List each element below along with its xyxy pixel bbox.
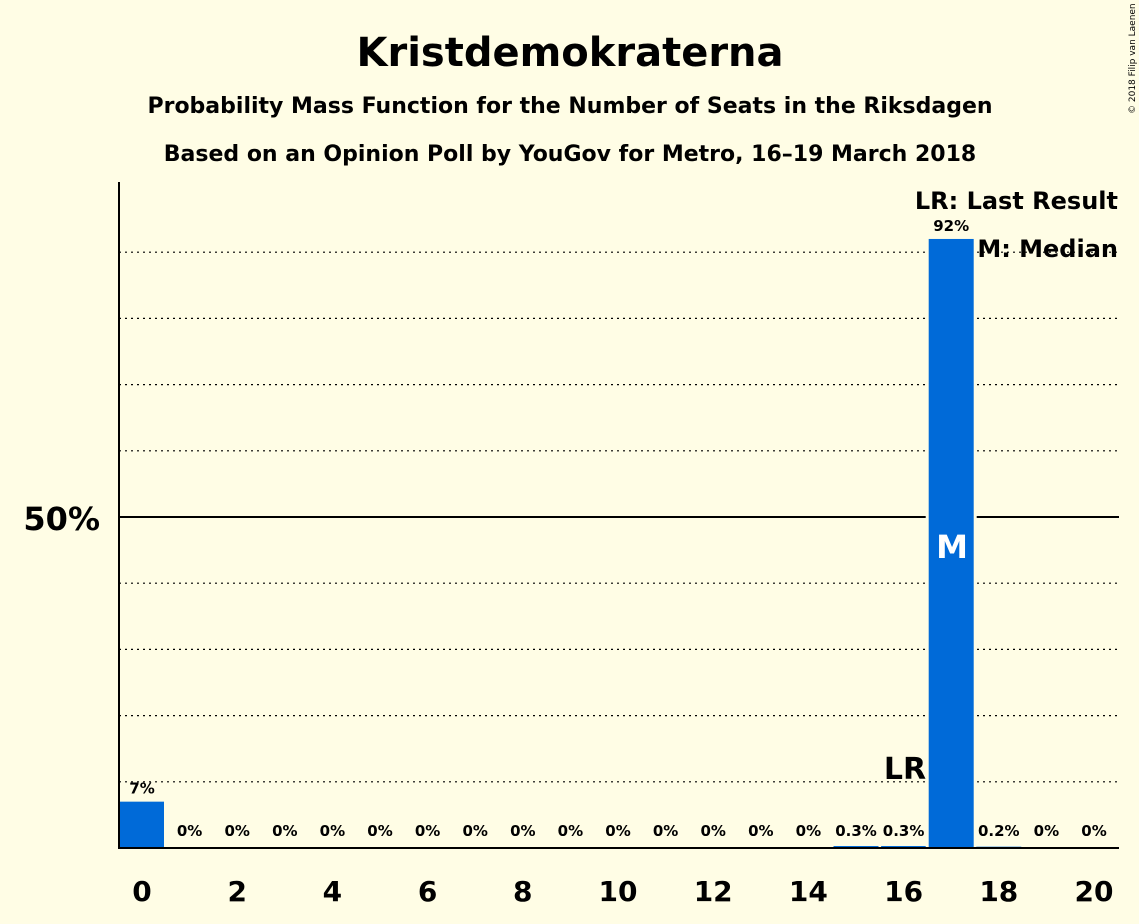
x-tick-14: 14	[789, 875, 828, 908]
x-tick-labels: 0 2 4 6 8 10 12 14 16 18 20	[132, 875, 1113, 908]
bar-label-seat-20: 0%	[1081, 822, 1106, 840]
bar-seat-17	[928, 238, 974, 848]
legend-last-result: LR: Last Result	[915, 187, 1118, 215]
bar-label-seat-12: 0%	[700, 822, 725, 840]
bar-label-seat-16: 0.3%	[883, 822, 925, 840]
bar-label-seat-17: 92%	[933, 217, 969, 235]
x-tick-2: 2	[227, 875, 246, 908]
median-marker: M	[936, 528, 968, 566]
bar-label-seat-5: 0%	[367, 822, 392, 840]
chart-subtitle-2: Based on an Opinion Poll by YouGov for M…	[164, 142, 976, 167]
bar-label-seat-9: 0%	[558, 822, 583, 840]
x-tick-20: 20	[1075, 875, 1114, 908]
legend-median: M: Median	[977, 235, 1118, 263]
bar-label-seat-0: 7%	[129, 780, 154, 798]
chart-title: Kristdemokraterna	[356, 30, 783, 76]
y-tick-50: 50%	[23, 500, 100, 538]
x-tick-12: 12	[694, 875, 733, 908]
x-tick-6: 6	[418, 875, 437, 908]
bar-value-labels: 7% 0% 0% 0% 0% 0% 0% 0% 0% 0% 0% 0% 0% 0% 0% 0.3% 0.3% 92…	[129, 217, 1106, 840]
x-tick-8: 8	[513, 875, 532, 908]
copyright-text: © 2018 Filip van Laenen	[1128, 3, 1138, 114]
x-tick-10: 10	[599, 875, 638, 908]
x-tick-0: 0	[132, 875, 151, 908]
bar-label-seat-8: 0%	[510, 822, 535, 840]
bar-label-seat-10: 0%	[605, 822, 630, 840]
bar-label-seat-7: 0%	[462, 822, 487, 840]
bar-label-seat-14: 0%	[796, 822, 821, 840]
bar-seat-0	[119, 801, 164, 848]
bar-label-seat-11: 0%	[653, 822, 678, 840]
bar-label-seat-1: 0%	[177, 822, 202, 840]
x-tick-18: 18	[979, 875, 1018, 908]
bar-label-seat-2: 0%	[224, 822, 249, 840]
x-tick-4: 4	[323, 875, 342, 908]
bar-label-seat-4: 0%	[320, 822, 345, 840]
x-tick-16: 16	[884, 875, 923, 908]
bar-label-seat-15: 0.3%	[835, 822, 877, 840]
bar-label-seat-3: 0%	[272, 822, 297, 840]
last-result-marker: LR	[884, 752, 926, 787]
bar-label-seat-13: 0%	[748, 822, 773, 840]
bars	[119, 238, 1022, 848]
bar-label-seat-19: 0%	[1034, 822, 1059, 840]
bar-label-seat-6: 0%	[415, 822, 440, 840]
bar-label-seat-18: 0.2%	[978, 822, 1020, 840]
chart-subtitle-1: Probability Mass Function for the Number…	[147, 94, 992, 119]
